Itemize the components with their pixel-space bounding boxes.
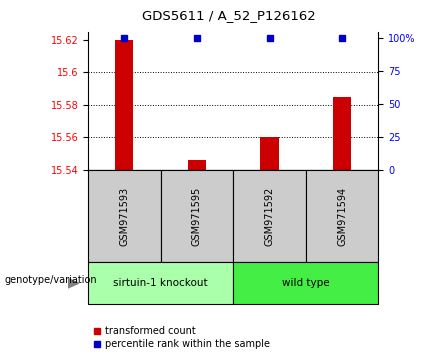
Text: GSM971592: GSM971592 xyxy=(264,186,275,246)
Bar xyxy=(260,137,279,170)
Text: GDS5611 / A_52_P126162: GDS5611 / A_52_P126162 xyxy=(142,9,315,22)
Text: wild type: wild type xyxy=(282,278,330,288)
Bar xyxy=(115,40,133,170)
Text: GSM971595: GSM971595 xyxy=(192,186,202,246)
Bar xyxy=(333,97,351,170)
Text: GSM971593: GSM971593 xyxy=(119,186,129,246)
FancyArrow shape xyxy=(65,277,79,290)
Text: genotype/variation: genotype/variation xyxy=(4,275,97,285)
Text: sirtuin-1 knockout: sirtuin-1 knockout xyxy=(113,278,208,288)
Bar xyxy=(188,160,206,170)
Text: GSM971594: GSM971594 xyxy=(337,186,347,246)
Legend: transformed count, percentile rank within the sample: transformed count, percentile rank withi… xyxy=(93,326,270,349)
